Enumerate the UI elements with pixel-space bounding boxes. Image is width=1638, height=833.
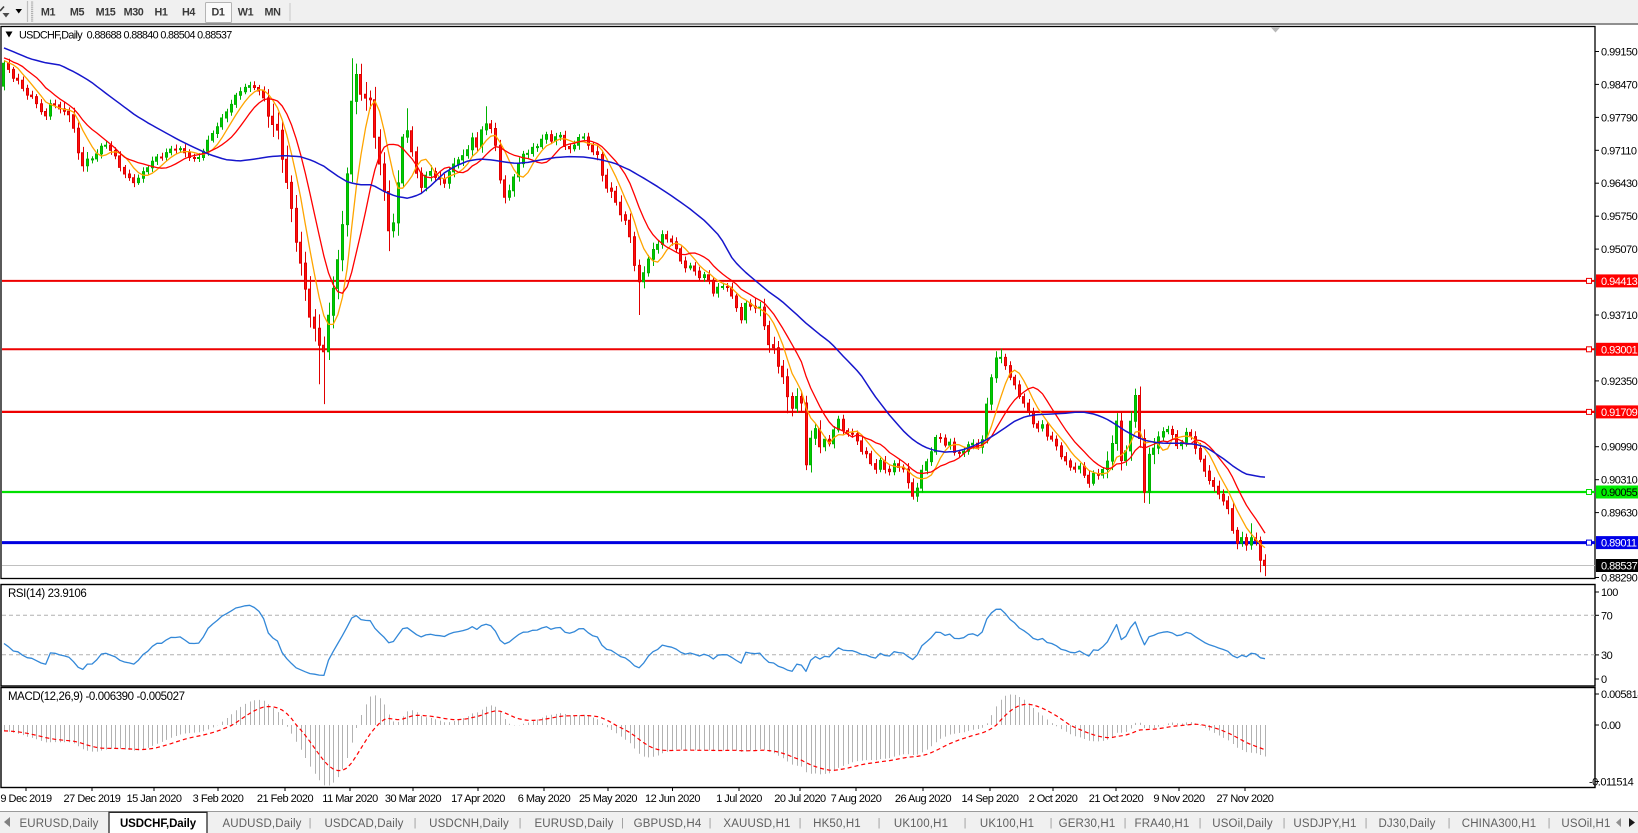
svg-text:|: |: [1548, 817, 1551, 829]
svg-text:0.88537: 0.88537: [1601, 561, 1638, 573]
svg-text:0.97790: 0.97790: [1601, 112, 1638, 124]
svg-text:|: |: [1448, 817, 1451, 829]
svg-text:XAUUSD,H1: XAUUSD,H1: [723, 818, 790, 830]
svg-text:21 Feb 2020: 21 Feb 2020: [257, 793, 314, 805]
svg-text:0.93001: 0.93001: [1601, 344, 1638, 356]
svg-text:0.98470: 0.98470: [1601, 79, 1638, 91]
svg-text:H1: H1: [154, 7, 167, 19]
svg-text:3 Feb 2020: 3 Feb 2020: [193, 793, 244, 805]
svg-text:12 Jun 2020: 12 Jun 2020: [645, 793, 700, 805]
svg-text:FRA40,H1: FRA40,H1: [1135, 818, 1190, 830]
svg-text:MACD(12,26,9) -0.006390 -0.005: MACD(12,26,9) -0.006390 -0.005027: [8, 691, 185, 703]
svg-text:0.95070: 0.95070: [1601, 244, 1638, 256]
svg-text:M5: M5: [70, 7, 85, 19]
svg-text:USOil,H1: USOil,H1: [1561, 818, 1610, 830]
svg-text:0.92350: 0.92350: [1601, 376, 1638, 388]
svg-text:11 Mar 2020: 11 Mar 2020: [322, 793, 378, 805]
svg-text:USDJPY,H1: USDJPY,H1: [1293, 818, 1356, 830]
svg-text:MN: MN: [265, 7, 282, 19]
svg-text:|: |: [1050, 817, 1053, 829]
svg-text:|: |: [878, 817, 881, 829]
svg-text:RSI(14) 23.9106: RSI(14) 23.9106: [8, 588, 86, 600]
svg-text:17 Apr 2020: 17 Apr 2020: [451, 793, 505, 805]
svg-text:|: |: [621, 817, 624, 829]
svg-text:0.90310: 0.90310: [1601, 475, 1638, 487]
svg-text:27 Dec 2019: 27 Dec 2019: [64, 793, 121, 805]
svg-text:W1: W1: [238, 7, 254, 19]
svg-text:|: |: [519, 817, 522, 829]
svg-text:|: |: [1283, 817, 1286, 829]
svg-text:0.94413: 0.94413: [1601, 276, 1638, 288]
svg-text:0.95750: 0.95750: [1601, 211, 1638, 223]
svg-text:0.99150: 0.99150: [1601, 47, 1638, 59]
svg-text:M15: M15: [96, 7, 116, 19]
svg-text:100: 100: [1601, 587, 1618, 599]
svg-text:0.89630: 0.89630: [1601, 508, 1638, 520]
svg-text:26 Aug 2020: 26 Aug 2020: [895, 793, 952, 805]
svg-text:|: |: [709, 817, 712, 829]
svg-text:25 May 2020: 25 May 2020: [579, 793, 637, 805]
svg-text:15 Jan 2020: 15 Jan 2020: [126, 793, 181, 805]
svg-text:9 Nov 2020: 9 Nov 2020: [1153, 793, 1205, 805]
svg-text:USDCHF,Daily 0.88688 0.88840: USDCHF,Daily 0.88688 0.88840 0.88504 0.8…: [19, 30, 232, 42]
svg-text:|: |: [1365, 817, 1368, 829]
svg-text:UK100,H1: UK100,H1: [980, 818, 1034, 830]
svg-text:USDCAD,Daily: USDCAD,Daily: [324, 818, 403, 830]
svg-text:EURUSD,Daily: EURUSD,Daily: [534, 818, 613, 830]
svg-text:0.88290: 0.88290: [1601, 573, 1638, 585]
svg-text:|: |: [1199, 817, 1202, 829]
svg-text:7 Aug 2020: 7 Aug 2020: [831, 793, 882, 805]
svg-text:9 Dec 2019: 9 Dec 2019: [0, 793, 52, 805]
svg-text:0.90990: 0.90990: [1601, 442, 1638, 454]
svg-text:0.00: 0.00: [1601, 720, 1621, 732]
svg-text:14 Sep 2020: 14 Sep 2020: [962, 793, 1019, 805]
svg-text:0.97110: 0.97110: [1601, 145, 1637, 157]
svg-text:EURUSD,Daily: EURUSD,Daily: [19, 818, 98, 830]
svg-text:|: |: [964, 817, 967, 829]
svg-text:30 Mar 2020: 30 Mar 2020: [385, 793, 442, 805]
svg-text:0: 0: [1601, 674, 1607, 686]
svg-text:DJ30,Daily: DJ30,Daily: [1378, 818, 1435, 830]
svg-text:30: 30: [1601, 650, 1613, 662]
svg-text:D1: D1: [211, 7, 224, 19]
svg-text:70: 70: [1601, 610, 1613, 622]
svg-text:-0.011514: -0.011514: [1589, 777, 1634, 789]
svg-text:CHINA300,H1: CHINA300,H1: [1462, 818, 1537, 830]
svg-text:20 Jul 2020: 20 Jul 2020: [774, 793, 826, 805]
svg-text:AUDUSD,Daily: AUDUSD,Daily: [222, 818, 301, 830]
svg-text:H4: H4: [182, 7, 195, 19]
svg-text:|: |: [309, 817, 312, 829]
svg-text:0.96430: 0.96430: [1601, 178, 1638, 190]
svg-text:GBPUSD,H4: GBPUSD,H4: [634, 818, 702, 830]
svg-text:HK50,H1: HK50,H1: [813, 818, 861, 830]
svg-text:GER30,H1: GER30,H1: [1059, 818, 1116, 830]
svg-text:0.93710: 0.93710: [1601, 310, 1638, 322]
svg-text:2 Oct 2020: 2 Oct 2020: [1029, 793, 1078, 805]
svg-text:0.89011: 0.89011: [1601, 538, 1637, 550]
svg-text:1 Jul 2020: 1 Jul 2020: [716, 793, 762, 805]
svg-text:USDCHF,Daily: USDCHF,Daily: [120, 818, 197, 830]
svg-text:0.90055: 0.90055: [1601, 487, 1638, 499]
svg-text:27 Nov 2020: 27 Nov 2020: [1217, 793, 1274, 805]
svg-text:USOil,Daily: USOil,Daily: [1212, 818, 1273, 830]
svg-text:6 May 2020: 6 May 2020: [518, 793, 571, 805]
svg-text:0.91709: 0.91709: [1601, 407, 1638, 419]
svg-text:|: |: [1124, 817, 1127, 829]
svg-text:USDCNH,Daily: USDCNH,Daily: [429, 818, 509, 830]
svg-text:UK100,H1: UK100,H1: [894, 818, 948, 830]
svg-text:21 Oct 2020: 21 Oct 2020: [1089, 793, 1144, 805]
svg-text:M1: M1: [41, 7, 56, 19]
svg-text:|: |: [799, 817, 802, 829]
svg-text:|: |: [414, 817, 417, 829]
svg-text:0.005818: 0.005818: [1601, 689, 1638, 701]
svg-text:M30: M30: [124, 7, 144, 19]
